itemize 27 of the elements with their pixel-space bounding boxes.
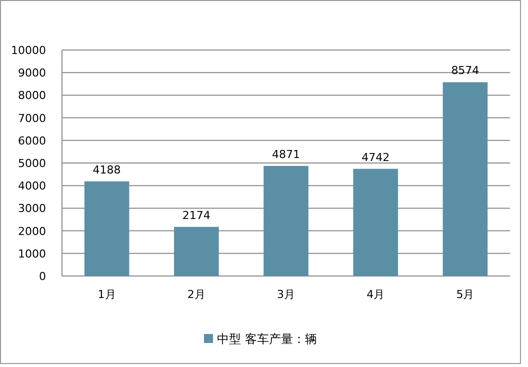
y-tick-label: 1000 [18, 247, 46, 260]
y-tick-label: 6000 [18, 134, 46, 148]
y-tick-label: 10000 [11, 44, 46, 57]
x-tick-label: 2月 [187, 288, 206, 301]
data-label: 4742 [362, 150, 390, 164]
y-tick-label: 2000 [18, 224, 46, 238]
bar [174, 226, 219, 276]
y-tick-label: 4000 [18, 180, 46, 193]
bar [353, 168, 398, 276]
x-tick-label: 4月 [366, 288, 385, 301]
y-tick-label: 7000 [18, 112, 46, 125]
bar [84, 181, 130, 276]
data-label: 4188 [92, 163, 121, 176]
data-label: 4871 [272, 148, 300, 161]
bar [264, 166, 308, 276]
x-tick-label: 1月 [98, 288, 116, 301]
x-tick-label: 3月 [277, 288, 295, 301]
data-label: 2174 [182, 208, 210, 222]
y-tick-label: 9000 [18, 66, 46, 80]
data-label: 8574 [451, 64, 480, 78]
bar [442, 82, 488, 276]
x-tick-label: 5月 [456, 288, 474, 301]
y-tick-label: 0 [39, 270, 46, 283]
legend-label: 中型 客车产量：辆 [217, 332, 317, 346]
y-tick-label: 5000 [18, 157, 46, 170]
y-tick-label: 8000 [18, 89, 46, 102]
y-tick-label: 3000 [18, 202, 46, 216]
